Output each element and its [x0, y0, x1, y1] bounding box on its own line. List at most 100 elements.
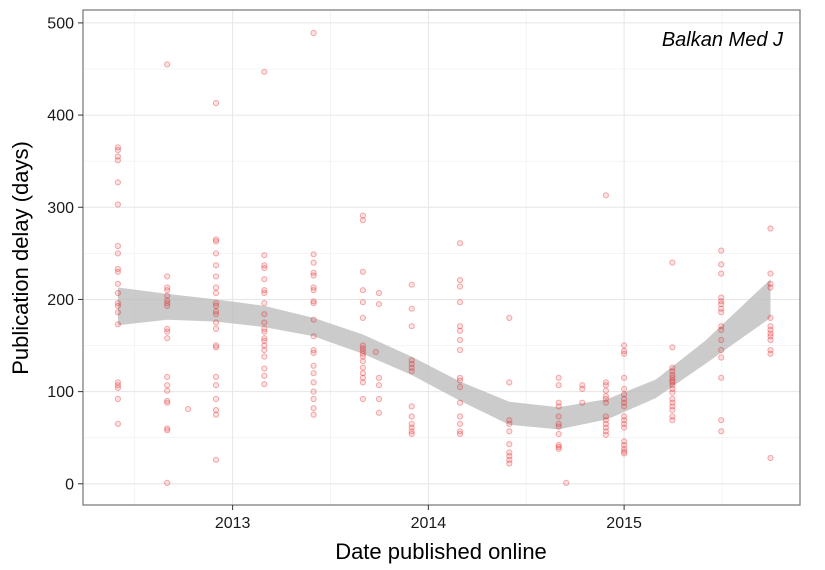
data-point	[164, 399, 171, 406]
data-point	[408, 360, 415, 368]
data-point	[602, 192, 610, 199]
x-axis-title: Date published online	[335, 539, 547, 564]
data-point	[212, 319, 220, 326]
data-point	[621, 424, 628, 431]
data-point	[456, 399, 464, 406]
data-point	[718, 301, 725, 308]
data-point	[359, 287, 366, 294]
data-point	[164, 325, 171, 332]
data-point	[767, 333, 774, 340]
data-point	[408, 420, 415, 427]
data-point	[718, 247, 725, 254]
data-point	[506, 441, 513, 448]
data-point	[602, 382, 610, 389]
data-point	[456, 347, 464, 354]
data-point	[372, 348, 379, 356]
data-point	[310, 272, 317, 279]
data-point	[602, 431, 610, 438]
data-point	[212, 456, 220, 463]
data-point	[310, 269, 317, 276]
data-point	[212, 100, 220, 107]
data-point	[114, 384, 122, 391]
data-point	[114, 302, 122, 309]
data-point	[718, 354, 725, 361]
data-point	[767, 284, 774, 291]
data-point	[456, 240, 464, 247]
data-point	[212, 325, 220, 332]
data-point	[621, 374, 628, 381]
y-axis-title: Publication delay (days)	[8, 141, 33, 375]
data-point	[164, 300, 171, 307]
data-point	[602, 379, 610, 386]
y-axis: 0 100 200 300 400 500	[47, 15, 83, 493]
x-tick-label: 2013	[215, 515, 251, 532]
data-point	[359, 217, 366, 224]
data-point	[261, 319, 268, 326]
data-point	[359, 345, 366, 352]
data-point	[359, 370, 366, 377]
data-point	[212, 289, 220, 297]
data-point	[621, 399, 628, 406]
data-point	[408, 281, 415, 288]
data-point	[261, 337, 268, 344]
y-tick-label: 400	[47, 108, 74, 125]
data-point	[375, 395, 383, 403]
data-point	[261, 342, 268, 349]
data-point	[767, 347, 774, 354]
data-point	[212, 302, 220, 309]
data-point	[621, 403, 628, 410]
data-point	[718, 336, 725, 344]
data-point	[164, 61, 171, 68]
data-point	[212, 284, 220, 291]
data-point	[114, 157, 122, 164]
data-point	[212, 273, 220, 280]
data-point	[212, 395, 220, 403]
data-point	[359, 379, 366, 386]
data-point	[555, 420, 562, 427]
data-point	[261, 311, 268, 318]
data-point	[359, 350, 366, 357]
data-point	[669, 382, 676, 389]
x-axis: 2013 2014 2015	[215, 505, 642, 532]
data-point	[310, 316, 317, 323]
data-point	[212, 238, 220, 245]
data-point	[456, 377, 464, 384]
data-point	[408, 357, 415, 364]
data-point	[261, 276, 268, 283]
data-point	[261, 372, 268, 379]
data-point	[408, 430, 415, 438]
data-point	[261, 365, 268, 372]
data-point	[114, 265, 122, 273]
data-point	[602, 399, 610, 406]
data-point	[359, 299, 366, 306]
data-point	[359, 348, 366, 355]
data-point	[408, 424, 415, 431]
data-point	[621, 413, 628, 420]
data-point	[718, 326, 725, 333]
data-point	[555, 382, 562, 389]
data-point	[408, 403, 415, 410]
data-point	[621, 342, 628, 349]
data-point	[261, 289, 268, 297]
data-point	[555, 423, 562, 430]
data-point	[456, 299, 464, 306]
data-point	[261, 353, 268, 360]
data-point	[310, 395, 317, 403]
data-point	[555, 374, 562, 381]
data-point	[621, 348, 628, 355]
data-point	[261, 287, 268, 294]
data-point	[164, 397, 171, 404]
data-point	[114, 144, 122, 151]
data-point	[212, 373, 220, 380]
data-point	[164, 273, 171, 280]
data-point	[456, 327, 464, 334]
data-point	[359, 342, 366, 349]
data-point	[456, 277, 464, 284]
data-point	[375, 409, 383, 416]
data-point	[555, 430, 562, 438]
data-point	[212, 236, 220, 243]
data-point	[164, 387, 171, 394]
data-point	[602, 393, 610, 400]
data-point	[621, 417, 628, 424]
